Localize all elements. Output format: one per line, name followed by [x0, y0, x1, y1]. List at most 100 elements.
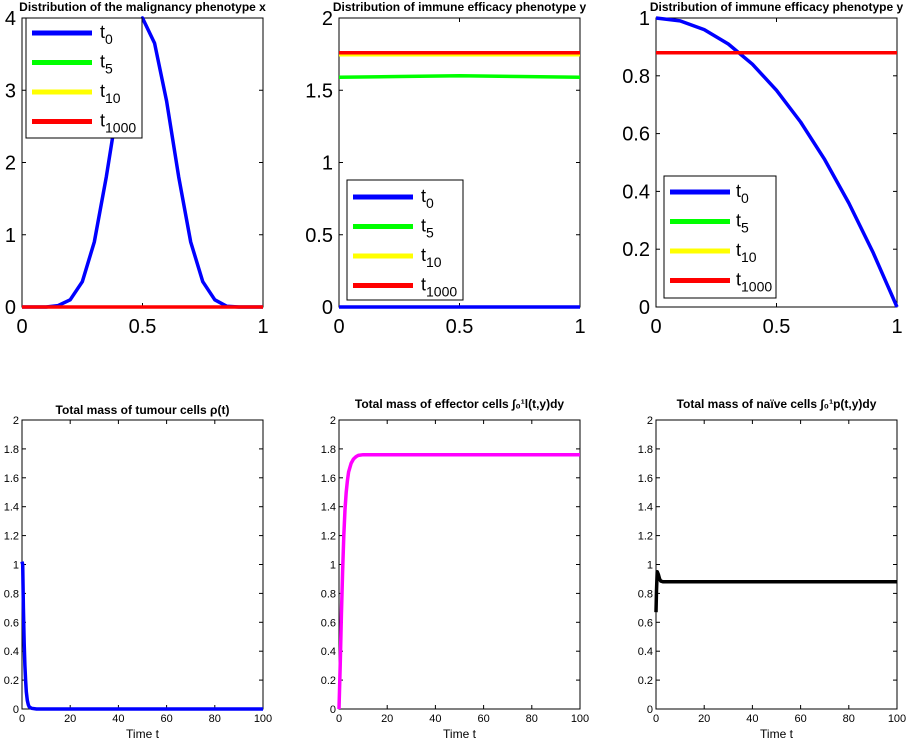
- legend-label-subscript: 5: [426, 225, 434, 241]
- legend-label: t1000: [421, 275, 457, 300]
- y-tick-label: 0: [322, 297, 333, 319]
- y-tick-label: 1: [5, 225, 16, 247]
- legend-label-base: t: [421, 275, 426, 295]
- y-tick-label: 1: [647, 560, 653, 572]
- y-tick-label: 0.2: [622, 239, 650, 261]
- series-line-1: [654, 569, 897, 613]
- legend-label-base: t: [736, 240, 741, 260]
- y-tick-label: 0.2: [321, 675, 336, 687]
- legend-label-subscript: 1000: [741, 279, 772, 295]
- y-tick-label: 4: [5, 8, 16, 30]
- legend-label-subscript: 10: [741, 249, 757, 265]
- x-tick-label: 100: [254, 713, 272, 725]
- legend-label: t5: [421, 216, 434, 241]
- legend-box: [25, 17, 143, 139]
- y-tick-label: 1: [330, 560, 336, 572]
- y-tick-label: 0.2: [4, 675, 19, 687]
- legend-label-subscript: 0: [426, 195, 434, 211]
- y-tick-label: 2: [322, 8, 333, 30]
- chart-title: Distribution of the malignancy phenotype…: [19, 0, 266, 14]
- chart-title: Distribution of immune efficacy phenotyp…: [333, 0, 587, 14]
- legend-label-subscript: 0: [105, 31, 113, 47]
- x-axis-label: Time t: [443, 727, 477, 740]
- y-tick-label: 0.8: [622, 66, 650, 88]
- y-tick-label: 1.6: [4, 473, 19, 485]
- legend-label-subscript: 1000: [426, 284, 457, 300]
- y-tick-label: 3: [5, 80, 16, 102]
- chart-title: Total mass of tumour cells ρ(t): [56, 403, 230, 417]
- x-tick-label: 0.5: [129, 316, 157, 338]
- x-tick-label: 0: [19, 713, 25, 725]
- x-tick-label: 1: [891, 316, 902, 338]
- x-tick-label: 1: [574, 316, 585, 338]
- x-tick-label: 100: [571, 713, 589, 725]
- chart-panel-6: 0 20 40 60 80 100 0 0.2 0.4 0.6 0.8 1 1.2 1.4 1.6 1.8 2 T…: [638, 397, 906, 740]
- y-tick-label: 1.6: [638, 473, 653, 485]
- x-tick-label: 80: [526, 713, 538, 725]
- legend-box: [346, 179, 464, 301]
- x-tick-label: 100: [888, 713, 906, 725]
- y-tick-label: 1.8: [638, 444, 653, 456]
- y-tick-label: 1.2: [638, 531, 653, 543]
- y-tick-label: 0.6: [4, 617, 19, 629]
- axes-frame: [21, 419, 264, 710]
- y-tick-label: 0.8: [4, 588, 19, 600]
- y-tick-label: 0.6: [638, 617, 653, 629]
- legend-label: t5: [100, 52, 113, 77]
- x-tick-label: 0: [650, 316, 661, 338]
- legend-label-subscript: 5: [105, 61, 113, 77]
- y-tick-label: 0: [5, 297, 16, 319]
- legend-label-base: t: [100, 81, 105, 101]
- x-tick-label: 40: [429, 713, 441, 725]
- legend-label-base: t: [736, 270, 741, 290]
- legend-label-subscript: 0: [741, 190, 749, 206]
- x-tick-label: 80: [209, 713, 221, 725]
- legend-label-base: t: [100, 111, 105, 131]
- y-tick-label: 2: [330, 415, 336, 427]
- y-tick-label: 1.5: [305, 80, 333, 102]
- legend-label: t1000: [100, 111, 136, 136]
- x-tick-label: 20: [381, 713, 393, 725]
- y-tick-label: 1.6: [321, 473, 336, 485]
- x-tick-label: 0.5: [763, 316, 791, 338]
- y-tick-label: 1.2: [321, 531, 336, 543]
- chart-panel-5: 0 20 40 60 80 100 0 0.2 0.4 0.6 0.8 1 1.2 1.4 1.6 1.8 2 T…: [321, 397, 589, 740]
- axes-frame: [338, 419, 581, 710]
- x-tick-label: 0: [653, 713, 659, 725]
- x-tick-label: 40: [112, 713, 124, 725]
- y-tick-label: 0.2: [638, 675, 653, 687]
- x-tick-label: 80: [843, 713, 855, 725]
- y-tick-label: 1.4: [4, 502, 19, 514]
- y-tick-label: 0: [647, 704, 653, 716]
- legend-label: t0: [421, 186, 434, 211]
- series-line-1: [655, 16, 899, 308]
- legend-label: t0: [100, 22, 113, 47]
- y-tick-label: 1.4: [638, 502, 653, 514]
- y-tick-label: 0.8: [321, 588, 336, 600]
- legend-label-base: t: [100, 22, 105, 42]
- x-tick-label: 0: [336, 713, 342, 725]
- y-tick-label: 1.2: [4, 531, 19, 543]
- legend-label-subscript: 5: [741, 220, 749, 236]
- legend-label-base: t: [100, 52, 105, 72]
- x-tick-label: 0.5: [446, 316, 474, 338]
- y-tick-label: 2: [5, 153, 16, 175]
- y-tick-label: 0.4: [622, 181, 650, 203]
- y-tick-label: 2: [13, 415, 19, 427]
- legend-label-base: t: [421, 245, 426, 265]
- legend-label: t0: [736, 181, 749, 206]
- series-line-1: [20, 561, 263, 711]
- y-tick-label: 0.4: [4, 646, 19, 658]
- y-tick-label: 0.4: [321, 646, 336, 658]
- y-tick-label: 1.8: [321, 444, 336, 456]
- chart-title: Total mass of effector cells ∫₀¹l(t,y)dy: [355, 397, 565, 411]
- x-tick-label: 60: [794, 713, 806, 725]
- x-tick-label: 60: [477, 713, 489, 725]
- y-tick-label: 0.6: [321, 617, 336, 629]
